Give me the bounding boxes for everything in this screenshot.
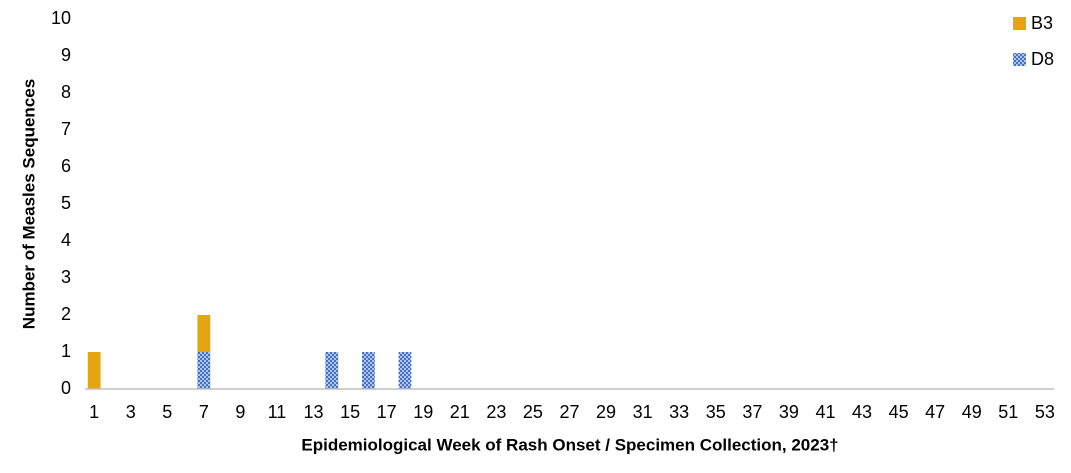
y-tick-label: 6 [61, 156, 71, 176]
y-axis-title: Number of Measles Sequences [19, 79, 38, 329]
x-tick-label: 13 [304, 402, 324, 422]
y-tick-label: 1 [61, 341, 71, 361]
x-tick-label: 51 [998, 402, 1018, 422]
x-tick-label: 15 [340, 402, 360, 422]
y-tick-label: 7 [61, 119, 71, 139]
x-tick-label: 37 [742, 402, 762, 422]
bar-segment [87, 352, 101, 389]
y-tick-label: 4 [61, 230, 71, 250]
y-tick-label: 3 [61, 267, 71, 287]
x-tick-label: 3 [126, 402, 136, 422]
x-tick-label: 25 [523, 402, 543, 422]
bar-segment [398, 352, 412, 389]
x-tick-label: 53 [1035, 402, 1055, 422]
x-tick-label: 27 [559, 402, 579, 422]
y-tick-label: 10 [51, 8, 71, 28]
x-tick-label: 5 [162, 402, 172, 422]
x-tick-label: 41 [815, 402, 835, 422]
y-tick-label: 5 [61, 193, 71, 213]
x-tick-label: 23 [486, 402, 506, 422]
bar-segment [361, 352, 375, 389]
x-tick-label: 11 [268, 402, 287, 422]
x-tick-label: 47 [925, 402, 945, 422]
x-tick-label: 35 [706, 402, 726, 422]
bar-segment [325, 352, 339, 389]
x-tick-label: 7 [199, 402, 209, 422]
legend-swatch [1013, 53, 1026, 66]
legend-label: B3 [1031, 13, 1053, 33]
x-axis-title: Epidemiological Week of Rash Onset / Spe… [301, 435, 838, 454]
bar-segment [197, 352, 211, 389]
x-tick-label: 43 [852, 402, 872, 422]
legend-swatch [1013, 17, 1026, 30]
x-tick-label: 33 [669, 402, 689, 422]
x-tick-label: 1 [89, 402, 99, 422]
x-tick-label: 39 [779, 402, 799, 422]
x-tick-label: 45 [889, 402, 909, 422]
y-tick-label: 9 [61, 45, 71, 65]
legend-label: D8 [1031, 49, 1054, 69]
x-tick-label: 9 [235, 402, 245, 422]
y-tick-label: 8 [61, 82, 71, 102]
x-tick-label: 21 [450, 402, 470, 422]
x-tick-label: 49 [962, 402, 982, 422]
x-tick-label: 31 [633, 402, 653, 422]
x-tick-label: 17 [377, 402, 397, 422]
y-tick-label: 2 [61, 304, 71, 324]
bar-segment [197, 315, 211, 352]
x-tick-label: 29 [596, 402, 616, 422]
y-tick-label: 0 [61, 378, 71, 398]
x-tick-label: 19 [413, 402, 433, 422]
